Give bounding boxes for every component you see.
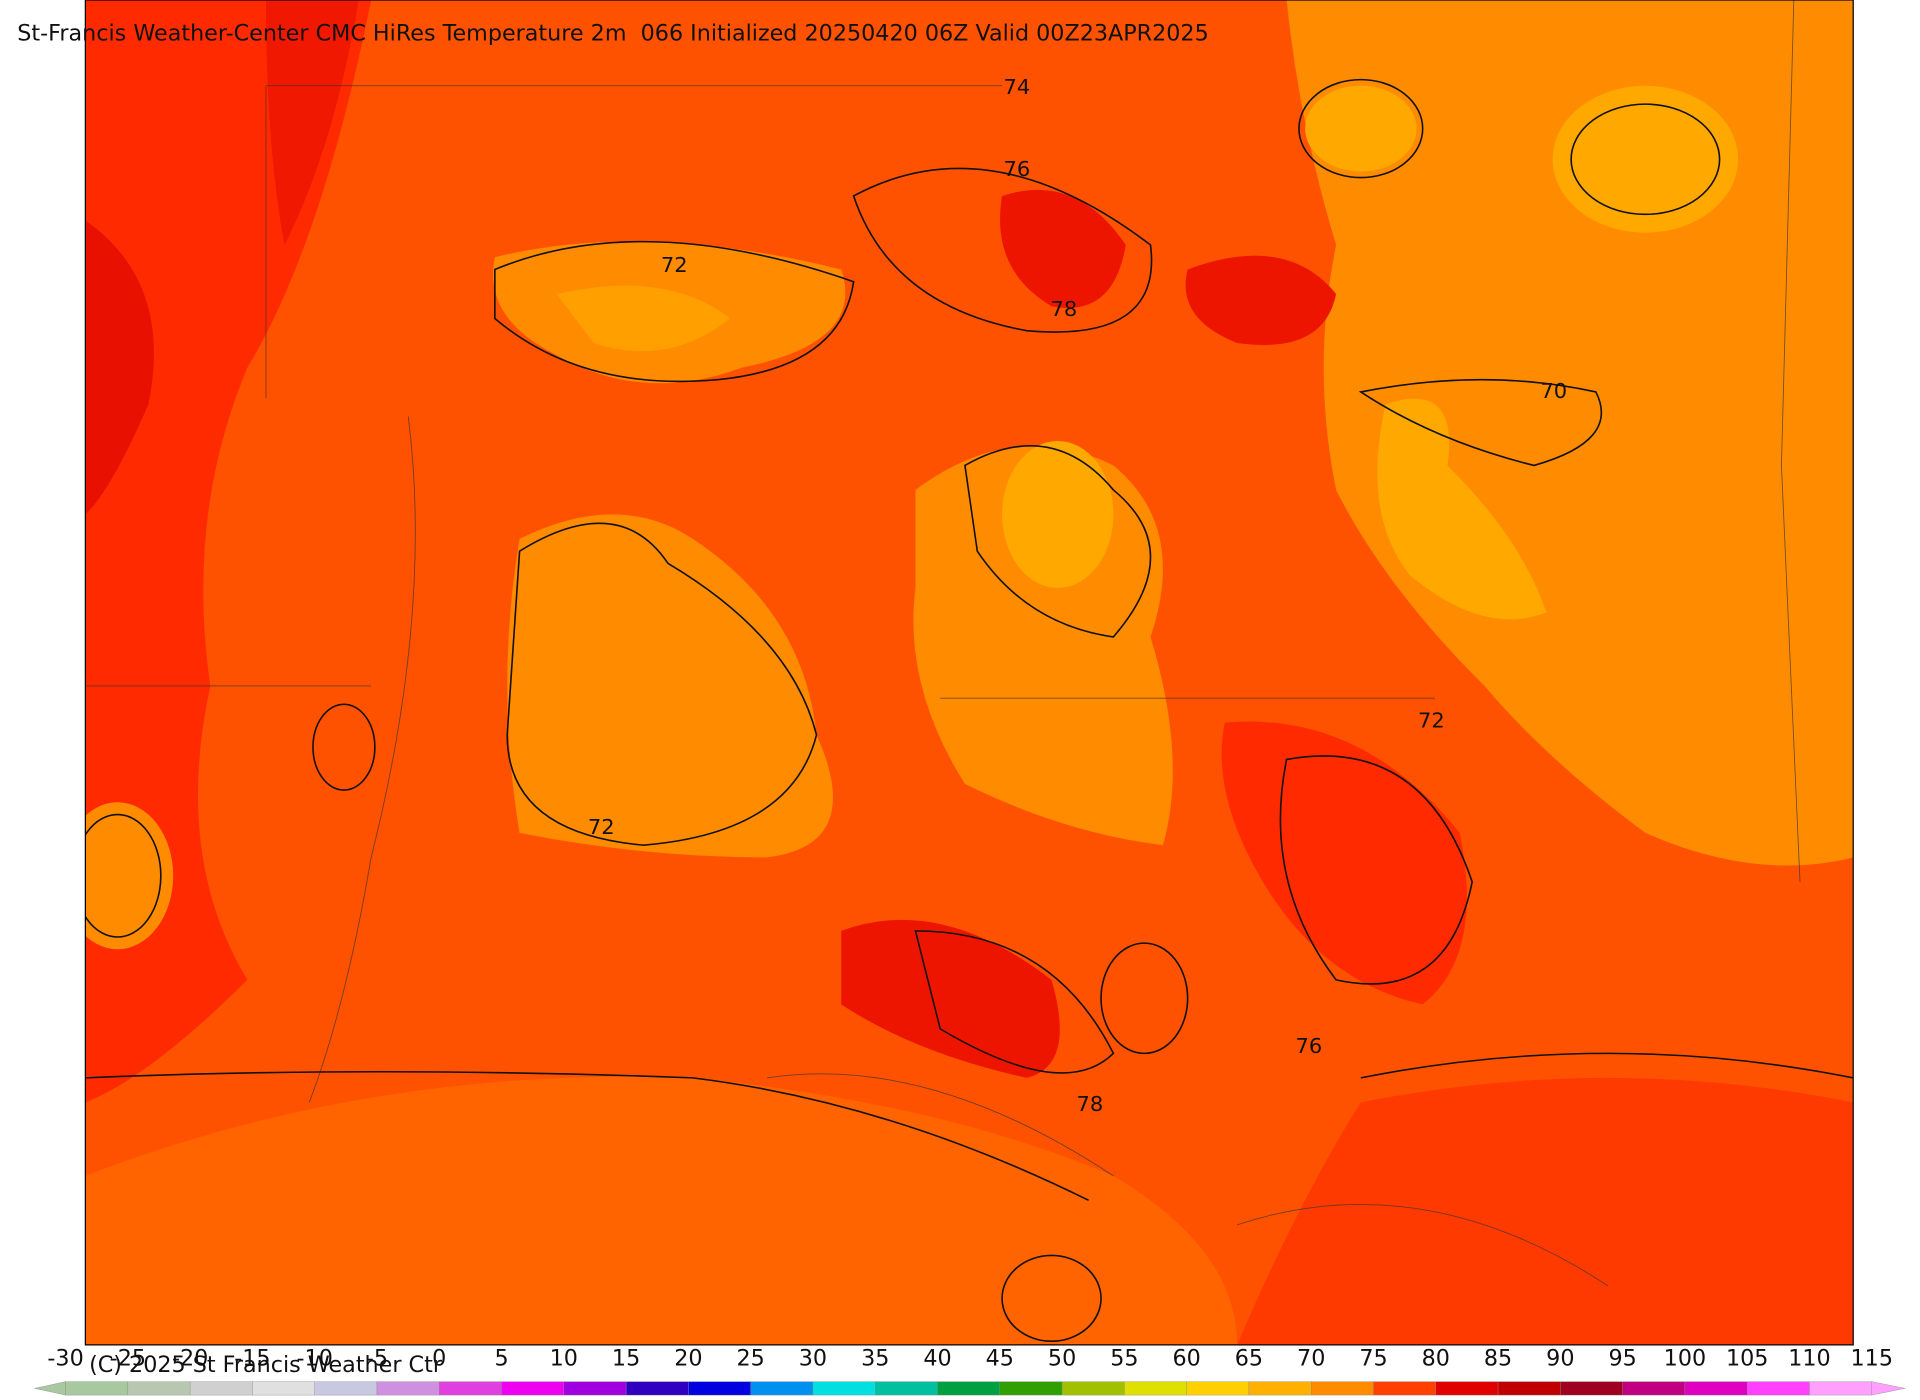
mild-area bbox=[1286, 0, 1854, 866]
colorbar-segment bbox=[189, 1381, 253, 1396]
mild-area bbox=[507, 514, 833, 858]
colorbar-segment bbox=[252, 1381, 315, 1396]
colorbar-tick-label: 10 bbox=[550, 1346, 578, 1372]
contour-label: 70 bbox=[1540, 379, 1567, 403]
colorbar-tick-label: 105 bbox=[1726, 1346, 1768, 1372]
contours bbox=[85, 78, 1854, 1343]
colorbar-end bbox=[1871, 1381, 1906, 1396]
colorbar-tick-label: -25 bbox=[110, 1346, 146, 1372]
colorbar-tick-label: 5 bbox=[494, 1346, 508, 1372]
colorbar-tick-label: 15 bbox=[612, 1346, 640, 1372]
colorbar-segment bbox=[875, 1381, 938, 1396]
colorbar-segment bbox=[1622, 1381, 1686, 1396]
colorbar: -30 -25 -20 -15 -10 -5 0 5 10 15 20 25 30 35 40 45 50 55 6… bbox=[34, 1346, 1906, 1396]
colorbar-tick-label: 65 bbox=[1235, 1346, 1263, 1372]
contour-label: 72 bbox=[1418, 708, 1445, 732]
colorbar-tick-label: -10 bbox=[297, 1346, 333, 1372]
gulf-area bbox=[1237, 1077, 1854, 1345]
colorbar-tick-label: -15 bbox=[234, 1346, 270, 1372]
contour-label: 74 bbox=[1004, 75, 1031, 99]
colorbar-segment bbox=[563, 1381, 627, 1396]
colorbar-tick-label: -30 bbox=[47, 1346, 83, 1372]
map-frame bbox=[84, 0, 1854, 1346]
colorbar-tick-label: 115 bbox=[1851, 1346, 1893, 1372]
colorbar-segment bbox=[750, 1381, 814, 1396]
colorbar-tick-label: 35 bbox=[861, 1346, 889, 1372]
colorbar-tick-label: 45 bbox=[986, 1346, 1014, 1372]
colorbar-segment bbox=[314, 1381, 378, 1396]
colorbar-tick-label: 0 bbox=[432, 1346, 446, 1372]
colorbar-segment bbox=[1560, 1381, 1623, 1396]
colorbar-segment bbox=[688, 1381, 751, 1396]
colorbar-segment bbox=[1311, 1381, 1374, 1396]
colorbar-segment bbox=[1186, 1381, 1250, 1396]
colorbar-segment bbox=[625, 1381, 689, 1396]
colorbar-segment bbox=[65, 1381, 129, 1396]
colorbar-segment bbox=[937, 1381, 1000, 1396]
copyright: (C) 2025 St Francis Weather Ctr bbox=[89, 1352, 443, 1378]
cool-area bbox=[1305, 85, 1417, 172]
colorbar-segment bbox=[376, 1381, 440, 1396]
colorbar-tick-label: 50 bbox=[1048, 1346, 1076, 1372]
colorbar-tick-label: 60 bbox=[1172, 1346, 1200, 1372]
colorbar-segment bbox=[812, 1381, 876, 1396]
map-title: St-Francis Weather-Center CMC HiRes Temp… bbox=[17, 21, 1208, 47]
warm-area bbox=[1185, 255, 1337, 345]
colorbar-end bbox=[34, 1381, 66, 1396]
colorbar-tick-label: 75 bbox=[1359, 1346, 1387, 1372]
colorbar-segment bbox=[1809, 1381, 1872, 1396]
colorbar-tick-label: 90 bbox=[1546, 1346, 1574, 1372]
colorbar-segment bbox=[127, 1381, 191, 1396]
map-field bbox=[85, 0, 1854, 1345]
colorbar-tick-label: -20 bbox=[172, 1346, 208, 1372]
contour-label: 78 bbox=[1077, 1092, 1104, 1116]
colorbar-tick-label: 30 bbox=[799, 1346, 827, 1372]
gulf-area bbox=[85, 1076, 1238, 1345]
warm-area bbox=[841, 919, 1060, 1078]
colorbar-tick-label: 80 bbox=[1422, 1346, 1450, 1372]
colorbar-segment bbox=[1747, 1381, 1810, 1396]
colorbar-tick-label: 100 bbox=[1664, 1346, 1706, 1372]
colorbar-segment bbox=[501, 1381, 565, 1396]
colorbar-segment bbox=[1061, 1381, 1125, 1396]
colorbar-tick-label: 40 bbox=[923, 1346, 951, 1372]
colorbar-tick-label: 70 bbox=[1297, 1346, 1325, 1372]
cool-area bbox=[1002, 440, 1114, 588]
colorbar-tick-label: 110 bbox=[1788, 1346, 1830, 1372]
contour-label: 76 bbox=[1295, 1034, 1322, 1058]
contour-label: 78 bbox=[1051, 297, 1078, 321]
colorbar-tick-label: 55 bbox=[1110, 1346, 1138, 1372]
colorbar-tick-label: 20 bbox=[674, 1346, 702, 1372]
warm-area bbox=[1000, 189, 1126, 308]
colorbar-segment bbox=[1373, 1381, 1436, 1396]
colorbar-segment bbox=[1124, 1381, 1187, 1396]
colorbar-segment bbox=[1497, 1381, 1561, 1396]
colorbar-tick-label: 25 bbox=[737, 1346, 765, 1372]
contour-label: 76 bbox=[1004, 157, 1031, 181]
colorbar-tick-label: 85 bbox=[1484, 1346, 1512, 1372]
colorbar-tick-label: 95 bbox=[1608, 1346, 1636, 1372]
cool-area bbox=[556, 285, 730, 352]
warm-area bbox=[1221, 721, 1467, 1005]
mild-area bbox=[85, 802, 174, 950]
cool-area bbox=[1377, 398, 1547, 620]
colorbar-segment bbox=[999, 1381, 1063, 1396]
colorbar-segment bbox=[1684, 1381, 1748, 1396]
colorbar-segment bbox=[1248, 1381, 1312, 1396]
contour-label: 72 bbox=[588, 815, 615, 839]
warm-area bbox=[265, 0, 359, 245]
contour-label: 72 bbox=[661, 253, 688, 277]
border bbox=[85, 0, 1801, 1287]
colorbar-segment bbox=[1435, 1381, 1499, 1396]
colorbar-tick-label: -5 bbox=[366, 1346, 388, 1372]
warm-area bbox=[85, 220, 154, 515]
cool-area bbox=[1552, 85, 1739, 233]
colorbar-segment bbox=[439, 1381, 502, 1396]
